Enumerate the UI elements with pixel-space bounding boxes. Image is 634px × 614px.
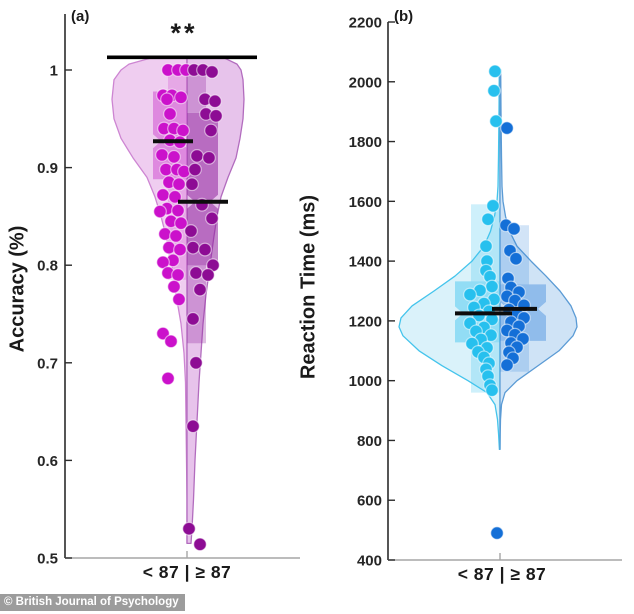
panel-a-data-point-left bbox=[171, 268, 185, 282]
panel-b-y-tick-label: 600 bbox=[357, 493, 382, 510]
panel-b-data-point-left bbox=[486, 198, 500, 213]
panel-a-data-point-right bbox=[202, 150, 216, 165]
panel-a-y-tick-label: 0.6 bbox=[37, 453, 58, 470]
panel-b-data-point-right bbox=[490, 526, 504, 540]
panel-a-data-point-right bbox=[184, 224, 198, 238]
panel-a-data-point-left bbox=[174, 216, 188, 231]
panel-b-violin-right-half bbox=[499, 69, 578, 451]
panel-a-y-tick-label: 0.8 bbox=[37, 258, 58, 275]
panel-a-data-point-left bbox=[155, 148, 169, 162]
panel-a-data-point-left bbox=[160, 92, 174, 107]
panel-b-data-point-right bbox=[500, 358, 514, 373]
panel-b-data-point-left bbox=[489, 114, 503, 129]
panel-a-data-point-right bbox=[193, 537, 207, 552]
panel-a-data-point-right bbox=[186, 419, 200, 434]
panel-b-data-point-right bbox=[509, 251, 523, 266]
panel-a-data-point-left bbox=[161, 371, 175, 386]
panel-a-y-tick-label: 0.9 bbox=[37, 160, 58, 177]
panel-a-data-point-left bbox=[172, 292, 186, 307]
panel-b-y-axis-title: Reaction Time (ms) bbox=[297, 194, 320, 380]
panel-a-data-point-left bbox=[153, 204, 167, 219]
panel-a-data-point-right bbox=[189, 266, 203, 280]
panel-a-data-point-right bbox=[198, 242, 212, 257]
significance-stars: ** bbox=[170, 18, 198, 48]
panel-a-data-point-left bbox=[163, 107, 177, 121]
panel-a-data-point-right bbox=[193, 282, 207, 297]
panel-a-data-point-right bbox=[188, 162, 202, 177]
panel-b-data-point-left bbox=[488, 64, 502, 79]
panel-a-y-tick-label: 1 bbox=[50, 63, 58, 80]
panel-b-y-tick-label: 1400 bbox=[349, 254, 382, 271]
panel-b-y-tick-label: 2000 bbox=[349, 74, 382, 91]
panel-b-data-point-right bbox=[500, 121, 514, 136]
panel-a-y-tick-label: 0.5 bbox=[37, 551, 58, 568]
panel-b-data-point-left bbox=[485, 383, 499, 398]
panel-a-x-tick-label: < 87 | ≥ 87 bbox=[142, 562, 232, 582]
panel-a-data-point-right bbox=[204, 123, 218, 138]
panel-b-y-tick-label: 400 bbox=[357, 553, 382, 570]
panel-b-label: (b) bbox=[394, 8, 414, 25]
panel-a-data-point-right bbox=[205, 211, 219, 226]
panel-b-data-point-left bbox=[485, 279, 499, 294]
panel-b-y-tick-label: 2200 bbox=[349, 15, 382, 32]
panel-a-data-point-right bbox=[190, 148, 204, 163]
panel-a-data-point-left bbox=[167, 279, 181, 294]
panel-a-data-point-right bbox=[208, 94, 222, 109]
panel-a-data-point-right bbox=[186, 311, 200, 326]
panel-b-data-point-left bbox=[481, 212, 495, 227]
panel-b-data-point-right bbox=[507, 221, 521, 236]
panel-b-y-tick-label: 1200 bbox=[349, 313, 382, 330]
panel-a-data-point-right bbox=[182, 521, 196, 536]
copyright-banner: © British Journal of Psychology bbox=[0, 594, 185, 611]
panel-a-data-point-right bbox=[201, 268, 215, 282]
panel-a-data-point-left bbox=[171, 203, 185, 218]
panel-a-data-point-left bbox=[164, 334, 178, 349]
panel-b-data-point-left bbox=[479, 239, 493, 254]
panel-a-data-point-right bbox=[189, 355, 203, 370]
panel-b-data-point-left bbox=[487, 83, 501, 98]
panel-b-y-tick-label: 1000 bbox=[349, 373, 382, 390]
panel-b-y-tick-label: 1600 bbox=[349, 194, 382, 211]
panel-a-data-point-right bbox=[185, 177, 199, 192]
panel-a-data-point-right bbox=[209, 108, 223, 123]
panel-a-y-tick-label: 0.7 bbox=[37, 355, 58, 372]
panel-a-data-point-left bbox=[172, 177, 186, 192]
panel-a-data-point-left bbox=[174, 90, 188, 105]
panel-b-data-point-left bbox=[463, 287, 477, 302]
panel-a-label: (a) bbox=[71, 8, 90, 25]
panel-a-data-point-left bbox=[169, 229, 183, 243]
panel-a-data-point-left bbox=[156, 188, 170, 202]
panel-a-y-axis-title: Accuracy (%) bbox=[6, 225, 29, 353]
panel-a-data-point-left bbox=[167, 149, 181, 164]
panel-a-data-point-right bbox=[205, 65, 219, 79]
panel-b-x-tick-label: < 87 | ≥ 87 bbox=[457, 564, 547, 584]
panel-a-data-point-right bbox=[186, 240, 200, 255]
panel-b-y-tick-label: 1800 bbox=[349, 134, 382, 151]
panel-a-data-point-left bbox=[173, 242, 187, 257]
panel-a-data-point-left bbox=[176, 123, 190, 138]
panel-b-y-tick-label: 800 bbox=[357, 433, 382, 450]
